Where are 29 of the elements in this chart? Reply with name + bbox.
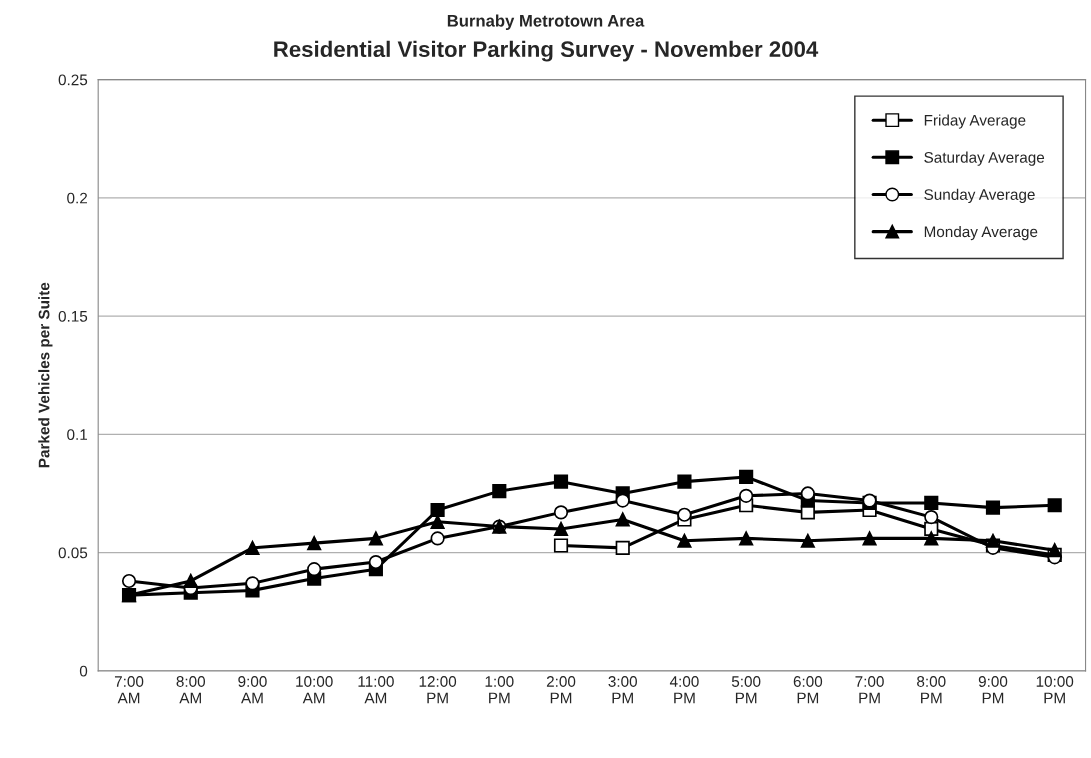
x-tick-label: 5:00 PM [731, 676, 761, 704]
x-tick-label: 11:00 AM [358, 676, 394, 704]
y-tick-label: 0 [79, 665, 88, 677]
x-tick-label: 1:00 PM [485, 676, 514, 704]
y-tick-label: 0.05 [58, 547, 88, 559]
x-tick-label: 8:00 PM [917, 676, 946, 704]
x-tick-label: 9:00 AM [238, 676, 267, 704]
x-tick-label: 6:00 PM [793, 676, 823, 704]
y-tick-label: 0.1 [67, 429, 88, 441]
chart-subtitle: Burnaby Metrotown Area [447, 14, 645, 30]
legend-label: Friday Average [924, 114, 1026, 129]
x-tick-label: 12:00 PM [419, 676, 457, 704]
x-tick-label: 8:00 AM [176, 676, 206, 704]
x-tick-label: 7:00 AM [114, 676, 144, 704]
y-axis-title: Parked Vehicles per Suite [38, 282, 53, 468]
x-tick-label: 7:00 PM [855, 676, 884, 704]
x-tick-label: 9:00 PM [978, 676, 1008, 704]
legend-label: Sunday Average [924, 188, 1035, 203]
y-tick-label: 0.15 [58, 310, 88, 322]
x-tick-label: 2:00 PM [546, 676, 576, 704]
x-tick-label: 4:00 PM [669, 676, 699, 704]
x-tick-label: 10:00 PM [1036, 676, 1074, 704]
x-tick-label: 10:00 AM [296, 676, 333, 704]
chart-title: Residential Visitor Parking Survey - November 2004 [274, 40, 819, 62]
y-tick-label: 0.25 [58, 74, 88, 86]
legend-label: Monday Average [924, 225, 1038, 241]
y-tick-label: 0.2 [67, 192, 88, 204]
legend-label: Saturday Average [924, 151, 1045, 166]
x-tick-label: 3:00 PM [608, 676, 637, 704]
